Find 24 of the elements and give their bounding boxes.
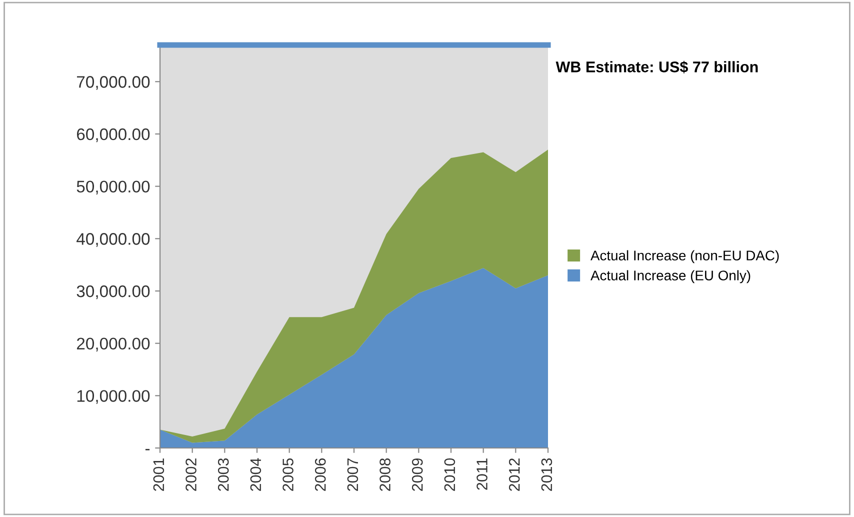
y-tick-label: 60,000.00 [76,128,150,142]
ref-line-label: WB Estimate: US$ 77 billion [556,60,758,74]
x-tick-label: 2012 [508,458,520,491]
legend-label: Actual Increase (non-EU DAC) [590,250,779,264]
x-tick-label: 2001 [153,458,164,491]
x-tick-label: 2013 [541,458,552,491]
x-tick-label: 2005 [282,458,294,491]
y-tick-label: 50,000.00 [76,180,150,194]
y-tick-label: 30,000.00 [76,285,150,300]
y-tick-label: 40,000.00 [76,233,150,247]
x-tick-label: 2008 [380,458,390,491]
y-tick-label: 10,000.00 [77,390,150,404]
x-tick-label: 2002 [186,458,196,491]
x-tick-label: 2007 [347,458,358,491]
y-tick-label: 70,000.00 [76,76,150,90]
x-tick-label: 2003 [218,458,229,491]
x-tick-label: 2010 [444,458,456,491]
y-tick-label: 20,000.00 [76,338,150,352]
x-tick-label: 2006 [314,458,326,491]
y-tick-label: - [145,448,150,450]
legend-label: Actual Increase (EU Only) [590,270,750,284]
x-tick-label: 2004 [250,458,262,491]
x-tick-label: 2009 [412,458,423,491]
x-tick-label: 2011 [476,458,488,490]
